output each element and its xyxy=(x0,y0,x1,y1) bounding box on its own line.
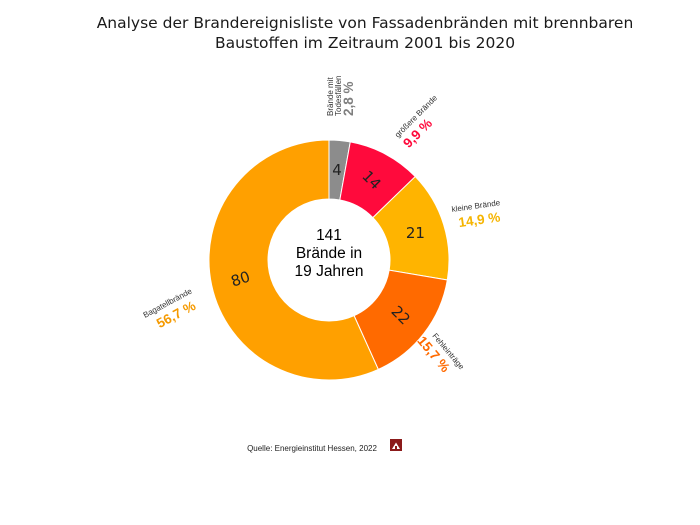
donut-slices xyxy=(208,139,450,381)
center-caption-line-2: 19 Jahren xyxy=(295,263,364,280)
source-note: Quelle: Energieinstitut Hessen, 2022 xyxy=(247,444,377,453)
category-label-brände-mit-todesfällen: Todesfällen xyxy=(334,76,343,116)
chart-title-line-2: Baustoffen im Zeitraum 2001 bis 2020 xyxy=(215,34,515,52)
percent-label-brände-mit-todesfällen: 2,8 % xyxy=(341,81,356,116)
center-caption-line-1: Brände in xyxy=(296,245,362,262)
value-label-brände-mit-todesfällen: 4 xyxy=(332,161,342,179)
center-total: 141 xyxy=(316,227,342,244)
category-label-brände-mit-todesfällen: Brände mit xyxy=(326,77,335,116)
slice-bagatellbrände xyxy=(208,139,379,381)
chart-title-line-1: Analyse der Brandereignisliste von Fassa… xyxy=(97,14,634,32)
institute-logo xyxy=(390,439,402,451)
percent-label-kleine-brände: 14,9 % xyxy=(458,209,502,230)
value-label-kleine-brände: 21 xyxy=(406,224,425,242)
value-label-bagatellbrände: 80 xyxy=(229,268,253,291)
